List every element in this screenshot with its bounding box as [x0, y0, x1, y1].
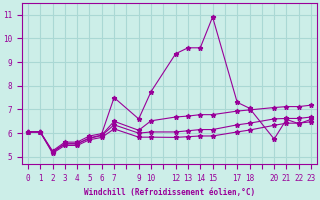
X-axis label: Windchill (Refroidissement éolien,°C): Windchill (Refroidissement éolien,°C) [84, 188, 255, 197]
